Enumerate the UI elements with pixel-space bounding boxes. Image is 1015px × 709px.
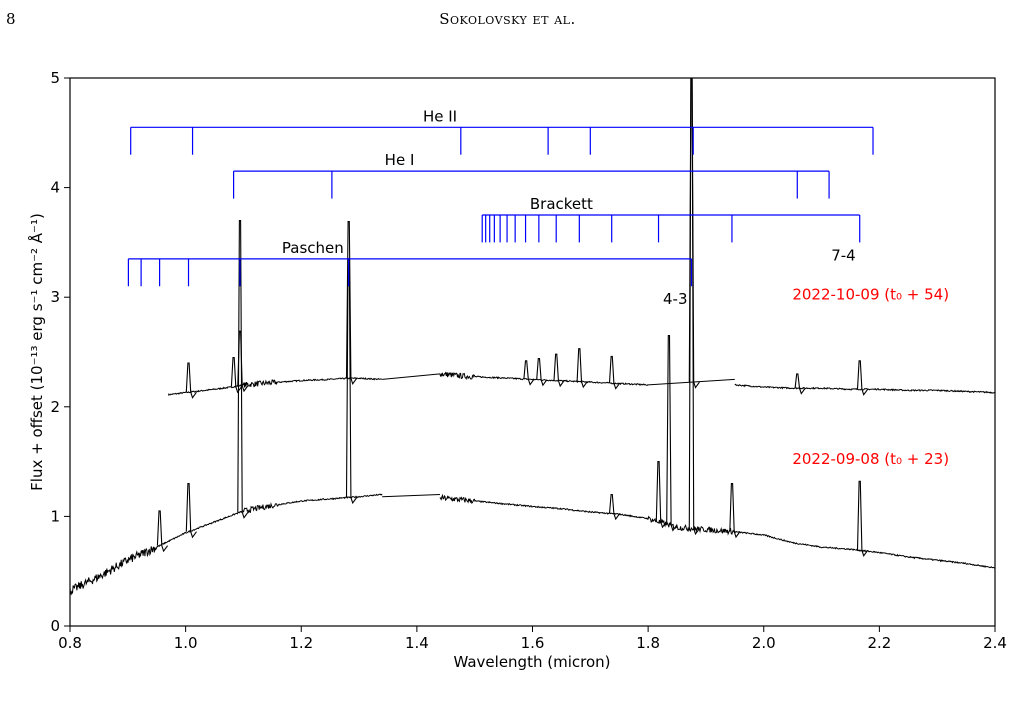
y-tick-label: 3 bbox=[50, 288, 60, 306]
emission-line-1-9 bbox=[608, 355, 621, 390]
line-id-brackett: Brackett 7-4 bbox=[481, 195, 861, 264]
emission-line-2-10 bbox=[856, 480, 869, 557]
line-id-label: Brackett bbox=[530, 195, 593, 213]
emission-line-1-11 bbox=[794, 373, 806, 395]
emission-line-2-1 bbox=[156, 510, 169, 553]
emission-line-2-6 bbox=[655, 461, 667, 529]
emission-line-2-3 bbox=[237, 219, 249, 519]
line-id-label: Paschen bbox=[282, 239, 344, 257]
series-1-segment-4 bbox=[648, 378, 735, 386]
emission-line-1-6 bbox=[536, 358, 548, 387]
emission-line-2-4 bbox=[345, 258, 358, 505]
series-2-segment-3 bbox=[439, 493, 996, 569]
x-tick-label: 1.8 bbox=[636, 634, 660, 652]
line-id-label: He I bbox=[385, 151, 415, 169]
x-tick-label: 2.4 bbox=[983, 634, 1007, 652]
emission-line-1-7 bbox=[553, 353, 565, 388]
page-header: 8 Sokolovsky et al. bbox=[0, 10, 1015, 38]
y-tick-label: 1 bbox=[50, 507, 60, 525]
x-axis-label: Wavelength (micron) bbox=[453, 653, 610, 671]
series-2 bbox=[69, 77, 996, 596]
y-tick-label: 2 bbox=[50, 398, 60, 416]
y-tick-label: 0 bbox=[50, 617, 60, 635]
line-id-he-ii: He II bbox=[130, 107, 874, 155]
line-id-paschen: Paschen 4-3 bbox=[127, 239, 693, 308]
plot-frame bbox=[69, 77, 996, 627]
emission-line-1-12 bbox=[856, 360, 869, 396]
x-tick-label: 2.0 bbox=[752, 634, 776, 652]
epoch-label-1: 2022-10-09 (t₀ + 54) bbox=[792, 285, 949, 303]
series-1-segment-2 bbox=[382, 373, 441, 380]
x-tick-label: 1.4 bbox=[405, 634, 429, 652]
y-tick-label: 4 bbox=[50, 179, 60, 197]
x-tick-label: 1.6 bbox=[521, 634, 545, 652]
line-id-he-i: He I bbox=[233, 151, 830, 199]
emission-line-1-1 bbox=[185, 362, 197, 399]
line-id-end-label: 4-3 bbox=[663, 290, 688, 308]
y-tick-label: 5 bbox=[50, 69, 60, 87]
x-tick-label: 1.0 bbox=[174, 634, 198, 652]
series-2-segment-2 bbox=[382, 494, 441, 498]
emission-line-1-8 bbox=[576, 348, 588, 389]
line-id-end-label: 7-4 bbox=[831, 246, 856, 264]
emission-line-2-8 bbox=[688, 77, 700, 536]
emission-line-2-7 bbox=[666, 335, 678, 532]
running-head: Sokolovsky et al. bbox=[439, 10, 576, 28]
page-number: 8 bbox=[6, 10, 16, 28]
y-axis-label: Flux + offset (10⁻¹³ erg s⁻¹ cm⁻² Å⁻¹) bbox=[27, 213, 46, 491]
emission-line-2-5 bbox=[608, 493, 621, 521]
emission-line-1-5 bbox=[523, 360, 535, 386]
series-1-segment-5 bbox=[734, 383, 996, 394]
x-tick-label: 0.8 bbox=[58, 634, 82, 652]
x-tick-label: 2.2 bbox=[867, 634, 891, 652]
series-2-segment-1 bbox=[69, 493, 383, 596]
line-id-label: He II bbox=[423, 107, 457, 125]
x-tick-label: 1.2 bbox=[289, 634, 313, 652]
emission-line-2-9 bbox=[729, 482, 741, 539]
epoch-label-2: 2022-09-08 (t₀ + 23) bbox=[792, 450, 949, 468]
emission-line-2-2 bbox=[185, 482, 197, 539]
